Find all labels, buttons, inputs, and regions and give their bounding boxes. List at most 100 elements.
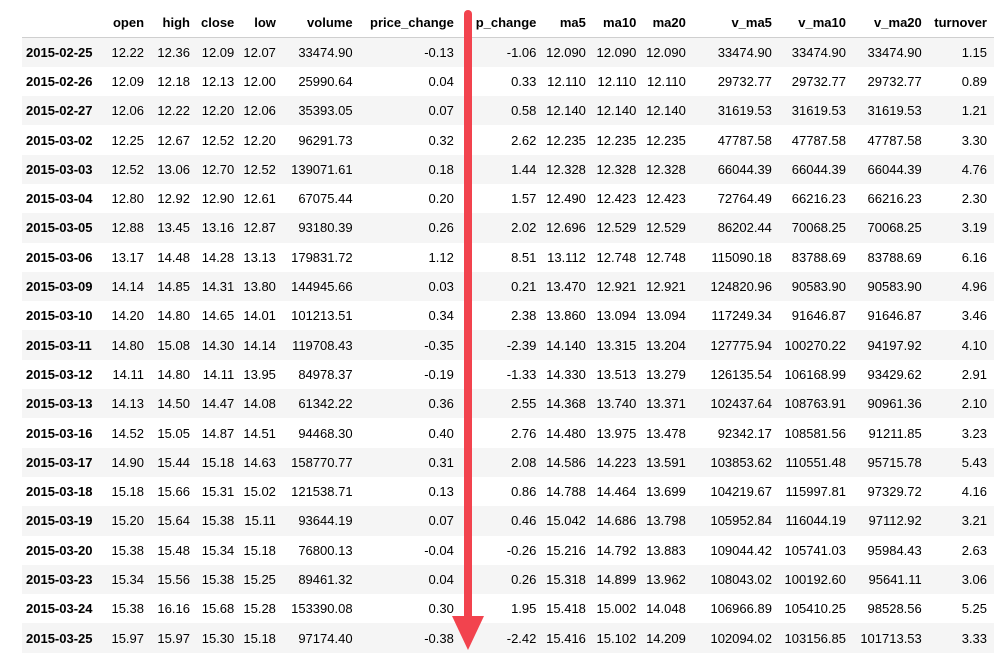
cell-volume: 144945.66 bbox=[291, 279, 353, 295]
cell-v-ma10: 105410.25 bbox=[784, 601, 846, 617]
cell-ma20: 12.110 bbox=[647, 73, 686, 89]
cell-volume: 101213.51 bbox=[291, 308, 353, 324]
cell-v-ma20: 90583.90 bbox=[867, 279, 922, 295]
cell-volume: 25990.64 bbox=[298, 73, 353, 89]
cell-price-change: 0.32 bbox=[428, 132, 454, 148]
cell-close: 15.38 bbox=[201, 571, 235, 587]
cell-ma20: 14.048 bbox=[646, 601, 686, 617]
cell-high: 12.18 bbox=[157, 73, 190, 89]
cell-ma5: 14.140 bbox=[546, 337, 586, 353]
cell-turnover: 4.96 bbox=[961, 279, 987, 295]
cell-high: 15.08 bbox=[157, 337, 190, 353]
cell-turnover: 2.30 bbox=[961, 191, 987, 207]
cell-ma20: 13.094 bbox=[646, 308, 686, 324]
cell-close: 15.34 bbox=[201, 542, 235, 558]
cell-low: 15.28 bbox=[243, 601, 276, 617]
cell-v-ma10: 66216.23 bbox=[791, 191, 846, 207]
cell-price-change: 0.03 bbox=[428, 279, 454, 295]
cell-v-ma20: 31619.53 bbox=[867, 103, 922, 119]
table-header: open high close low volume price_change p_chan… bbox=[22, 8, 994, 38]
cell-high: 15.64 bbox=[157, 513, 190, 529]
cell-ma10: 13.975 bbox=[596, 425, 637, 441]
header-row: open high close low volume price_change p_chan… bbox=[22, 8, 994, 38]
cell-turnover: 2.91 bbox=[961, 366, 987, 382]
row-index-date: 2015-03-09 bbox=[26, 279, 93, 295]
cell-volume: 84978.37 bbox=[298, 366, 353, 382]
row-index-date: 2015-03-25 bbox=[26, 630, 93, 646]
cell-ma10: 15.102 bbox=[596, 630, 637, 646]
cell-ma10: 14.686 bbox=[596, 513, 637, 529]
cell-turnover: 4.76 bbox=[961, 161, 987, 177]
cell-v-ma10: 106168.99 bbox=[784, 366, 846, 382]
cell-high: 15.66 bbox=[157, 484, 190, 500]
cell-v-ma20: 66044.39 bbox=[867, 161, 922, 177]
row-index-date: 2015-03-05 bbox=[26, 220, 93, 236]
cell-ma20: 12.328 bbox=[646, 161, 686, 177]
row-index-date: 2015-02-25 bbox=[26, 44, 93, 60]
cell-volume: 96291.73 bbox=[298, 132, 353, 148]
cell-ma10: 15.002 bbox=[596, 601, 637, 617]
cell-price-change: 0.04 bbox=[428, 73, 454, 89]
cell-ma20: 12.921 bbox=[646, 279, 686, 295]
table-row: 2015-03-25 15.97 15.97 15.30 15.18 97174.40 -0… bbox=[22, 623, 994, 653]
cell-close: 13.16 bbox=[201, 220, 235, 236]
cell-v-ma5: 103853.62 bbox=[710, 454, 772, 470]
cell-ma10: 12.235 bbox=[596, 132, 637, 148]
cell-v-ma20: 33474.90 bbox=[867, 44, 922, 60]
cell-v-ma20: 95641.11 bbox=[868, 571, 922, 587]
cell-ma20: 12.235 bbox=[646, 132, 686, 148]
cell-close: 14.31 bbox=[201, 279, 235, 295]
cell-high: 13.06 bbox=[157, 161, 190, 177]
cell-high: 14.80 bbox=[157, 366, 190, 382]
cell-v-ma20: 95984.43 bbox=[867, 542, 922, 558]
cell-low: 15.02 bbox=[243, 484, 276, 500]
cell-high: 15.56 bbox=[157, 571, 190, 587]
row-index-date: 2015-03-02 bbox=[26, 132, 93, 148]
cell-turnover: 5.43 bbox=[961, 454, 987, 470]
table-row: 2015-03-24 15.38 16.16 15.68 15.28 153390.08 0… bbox=[22, 594, 994, 623]
cell-close: 14.47 bbox=[201, 396, 235, 412]
cell-open: 15.18 bbox=[111, 484, 145, 500]
cell-close: 15.30 bbox=[201, 630, 235, 646]
cell-volume: 33474.90 bbox=[298, 44, 353, 60]
column-header-v-ma10: v_ma10 bbox=[778, 8, 853, 38]
cell-ma20: 14.209 bbox=[646, 630, 686, 646]
cell-v-ma10: 110551.48 bbox=[785, 454, 846, 470]
cell-high: 14.48 bbox=[157, 249, 190, 265]
cell-p-change: 1.95 bbox=[511, 601, 537, 617]
cell-low: 13.95 bbox=[243, 366, 276, 382]
cell-open: 12.09 bbox=[111, 73, 145, 89]
cell-turnover: 5.25 bbox=[961, 601, 987, 617]
cell-volume: 153390.08 bbox=[291, 601, 353, 617]
cell-ma10: 14.792 bbox=[596, 542, 637, 558]
cell-v-ma20: 101713.53 bbox=[860, 630, 922, 646]
cell-v-ma10: 31619.53 bbox=[791, 103, 846, 119]
cell-v-ma10: 108581.56 bbox=[784, 425, 846, 441]
cell-low: 14.51 bbox=[243, 425, 276, 441]
cell-ma20: 13.478 bbox=[646, 425, 686, 441]
cell-ma20: 13.699 bbox=[646, 484, 686, 500]
cell-high: 12.92 bbox=[157, 191, 190, 207]
cell-v-ma5: 115090.18 bbox=[711, 249, 772, 265]
cell-close: 12.20 bbox=[201, 103, 235, 119]
cell-price-change: -0.13 bbox=[424, 44, 454, 60]
cell-open: 14.11 bbox=[112, 366, 145, 382]
cell-volume: 158770.77 bbox=[291, 454, 353, 470]
cell-close: 15.31 bbox=[201, 484, 235, 500]
cell-turnover: 3.33 bbox=[961, 630, 987, 646]
cell-v-ma5: 104219.67 bbox=[710, 484, 772, 500]
cell-price-change: 0.04 bbox=[428, 571, 454, 587]
cell-volume: 61342.22 bbox=[298, 396, 353, 412]
cell-ma5: 12.140 bbox=[546, 103, 586, 119]
cell-close: 12.90 bbox=[201, 191, 235, 207]
cell-ma5: 12.490 bbox=[546, 191, 586, 207]
cell-ma10: 12.529 bbox=[596, 220, 637, 236]
table-row: 2015-03-17 14.90 15.44 15.18 14.63 158770.77 0… bbox=[22, 447, 994, 477]
cell-ma5: 13.860 bbox=[546, 308, 586, 324]
cell-v-ma10: 70068.25 bbox=[791, 220, 846, 236]
cell-price-change: 0.30 bbox=[428, 601, 454, 617]
cell-v-ma5: 117249.34 bbox=[711, 308, 772, 324]
cell-v-ma5: 105952.84 bbox=[710, 513, 772, 529]
cell-ma20: 13.962 bbox=[646, 571, 686, 587]
cell-v-ma5: 66044.39 bbox=[717, 161, 772, 177]
